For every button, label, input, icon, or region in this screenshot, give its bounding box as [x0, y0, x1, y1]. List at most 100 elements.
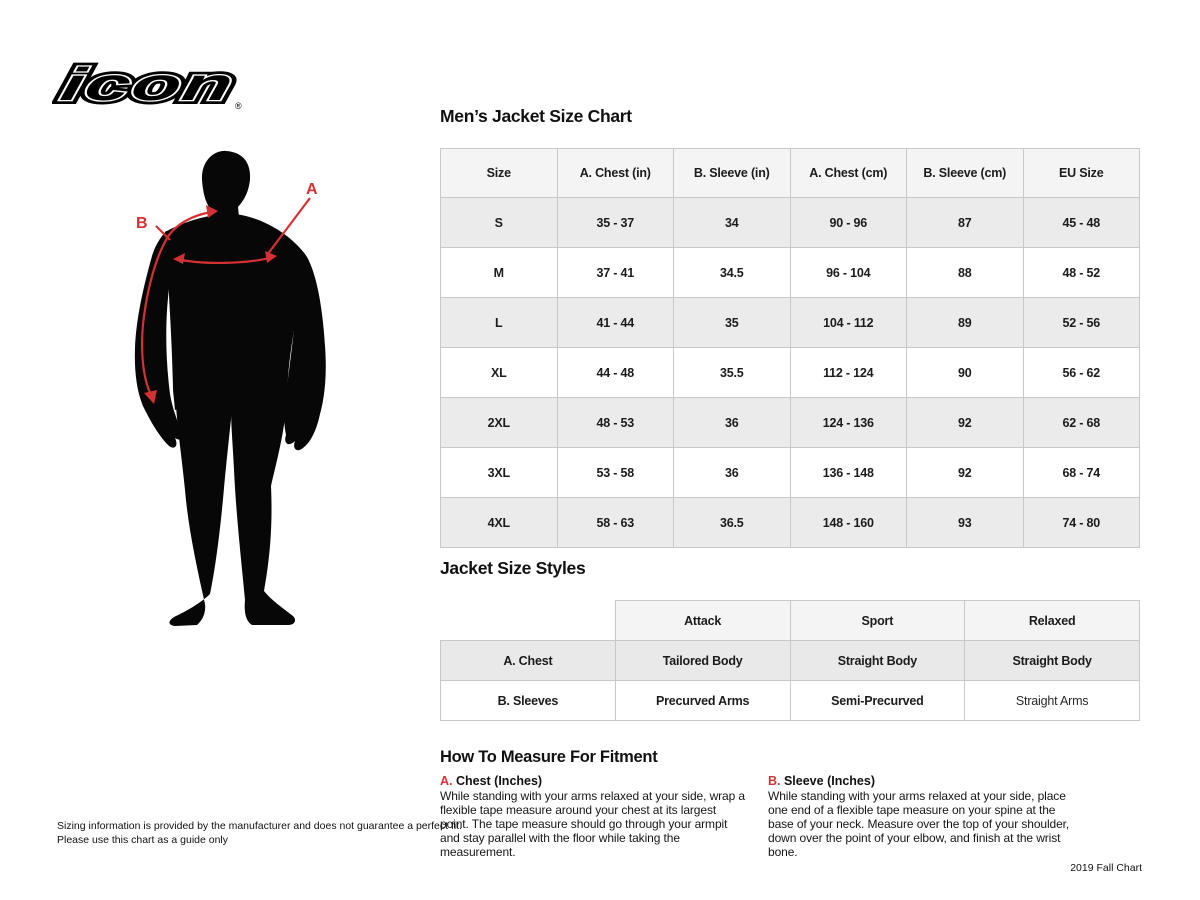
cell: 48 - 52 [1022, 247, 1140, 298]
measurement-lines [140, 197, 311, 398]
chart-version: 2019 Fall Chart [1070, 862, 1142, 874]
cell: 90 [906, 347, 1024, 398]
cell: Straight Arms [964, 680, 1140, 721]
cell: 74 - 80 [1022, 497, 1140, 548]
cell: 44 - 48 [556, 347, 674, 398]
table-row: L 41 - 44 35 104 - 112 89 52 - 56 [440, 297, 1140, 348]
cell: 36.5 [673, 497, 791, 548]
cell: 35 - 37 [556, 197, 674, 248]
cell: 112 - 124 [789, 347, 907, 398]
cell: 36 [673, 397, 791, 448]
cell: 89 [906, 297, 1024, 348]
table-row: 2XL 48 - 53 36 124 - 136 92 62 - 68 [440, 397, 1140, 448]
cell: 3XL [440, 447, 558, 498]
size-chart-table: Size A. Chest (in) B. Sleeve (in) A. Che… [440, 148, 1140, 548]
cell: 52 - 56 [1022, 297, 1140, 348]
icon-logo: icon icon ® [52, 54, 272, 116]
cell: 96 - 104 [789, 247, 907, 298]
disclaimer-line-2: Please use this chart as a guide only [57, 834, 229, 847]
cell: 53 - 58 [556, 447, 674, 498]
cell: 136 - 148 [789, 447, 907, 498]
registered-mark: ® [235, 101, 242, 111]
col-header-sport: Sport [789, 600, 966, 641]
cell: 48 - 53 [556, 397, 674, 448]
cell: 93 [906, 497, 1024, 548]
sleeve-measure-line [140, 210, 213, 398]
cell: 92 [906, 397, 1024, 448]
icon-logo-graphic: icon icon ® [53, 54, 244, 113]
measure-sleeve-prefix: B. [768, 774, 781, 788]
cell: 35 [673, 297, 791, 348]
table-row: B. Sleeves Precurved Arms Semi-Precurved… [440, 680, 1140, 721]
col-header-attack: Attack [614, 600, 791, 641]
cell: Semi-Precurved [789, 680, 966, 721]
cell: 37 - 41 [556, 247, 674, 298]
col-header-relaxed: Relaxed [964, 600, 1140, 641]
cell: 124 - 136 [789, 397, 907, 448]
cell: 36 [673, 447, 791, 498]
cell: 87 [906, 197, 1024, 248]
measure-chest-prefix: A. [440, 774, 453, 788]
measure-title: How To Measure For Fitment [440, 748, 658, 766]
cell: 104 - 112 [789, 297, 907, 348]
cell: Straight Body [789, 640, 966, 681]
chest-measure-line [176, 255, 274, 265]
table-row: XL 44 - 48 35.5 112 - 124 90 56 - 62 [440, 347, 1140, 398]
table-row: 3XL 53 - 58 36 136 - 148 92 68 - 74 [440, 447, 1140, 498]
cell: XL [440, 347, 558, 398]
cell: M [440, 247, 558, 298]
fitment-figure: A B [128, 148, 340, 628]
cell: L [440, 297, 558, 348]
cell: 88 [906, 247, 1024, 298]
size-chart-title: Men’s Jacket Size Chart [440, 106, 632, 126]
cell: 35.5 [673, 347, 791, 398]
measure-chest-block: A. Chest (Inches) While standing with yo… [440, 774, 745, 859]
size-chart-header-row: Size A. Chest (in) B. Sleeve (in) A. Che… [440, 148, 1140, 198]
sizing-disclaimer: Sizing information is provided by the ma… [57, 819, 462, 847]
measurement-arrowheads [144, 205, 277, 404]
styles-header-row: Attack Sport Relaxed [441, 600, 1140, 641]
cell: 62 - 68 [1022, 397, 1140, 448]
measure-instructions: A. Chest (Inches) While standing with yo… [440, 774, 1080, 859]
chest-pointer-line [266, 197, 311, 256]
disclaimer-line-1: Sizing information is provided by the ma… [57, 820, 463, 832]
ghost-cell [441, 601, 616, 641]
man-silhouette [134, 150, 326, 626]
cell: 45 - 48 [1022, 197, 1140, 248]
table-row: 4XL 58 - 63 36.5 148 - 160 93 74 - 80 [440, 497, 1140, 548]
measure-chest-text: While standing with your arms relaxed at… [440, 789, 746, 860]
logo-text-outline: icon [57, 58, 240, 109]
measure-sleeve-block: B. Sleeve (Inches) While standing with y… [768, 774, 1080, 859]
cell: 34 [673, 197, 791, 248]
cell: Tailored Body [614, 640, 791, 681]
cell: 41 - 44 [556, 297, 674, 348]
col-header-sleeve-in: B. Sleeve (in) [673, 148, 791, 198]
cell: 4XL [440, 497, 558, 548]
cell: 148 - 160 [789, 497, 907, 548]
cell: 58 - 63 [556, 497, 674, 548]
measure-chest-label: A. Chest (Inches) [440, 774, 745, 788]
table-row: A. Chest Tailored Body Straight Body Str… [440, 640, 1140, 681]
cell: 56 - 62 [1022, 347, 1140, 398]
measure-sleeve-heading: Sleeve (Inches) [780, 774, 875, 788]
styles-chart-title: Jacket Size Styles [440, 558, 586, 578]
col-header-chest-cm: A. Chest (cm) [789, 148, 907, 198]
body-silhouette-graphic: A B [134, 150, 326, 626]
row-header-chest: A. Chest [440, 640, 616, 681]
cell: 68 - 74 [1022, 447, 1140, 498]
cell: Precurved Arms [614, 680, 791, 721]
label-a: A [306, 181, 318, 198]
cell: 2XL [440, 397, 558, 448]
cell: S [440, 197, 558, 248]
table-row: S 35 - 37 34 90 - 96 87 45 - 48 [440, 197, 1140, 248]
col-header-size: Size [440, 148, 558, 198]
cell: 90 - 96 [789, 197, 907, 248]
cell: 92 [906, 447, 1024, 498]
logo-text: icon [57, 58, 240, 109]
cell: 34.5 [673, 247, 791, 298]
col-header-sleeve-cm: B. Sleeve (cm) [906, 148, 1024, 198]
col-header-chest-in: A. Chest (in) [556, 148, 674, 198]
row-header-sleeves: B. Sleeves [440, 680, 616, 721]
measure-sleeve-text: While standing with your arms relaxed at… [768, 789, 1070, 860]
